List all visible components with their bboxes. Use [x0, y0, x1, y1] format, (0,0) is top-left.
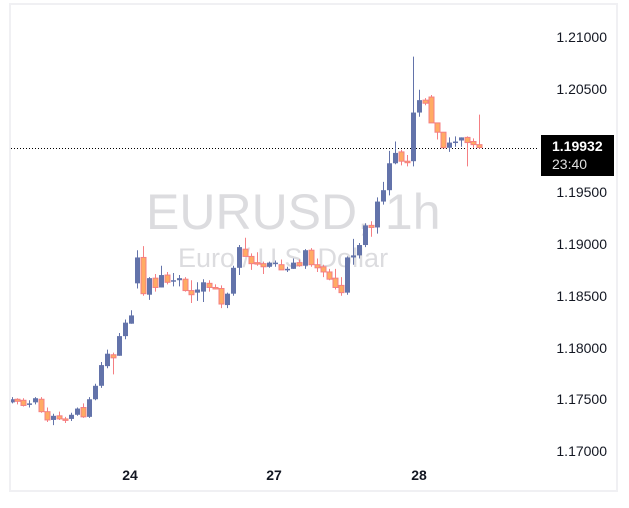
candle-up — [453, 136, 458, 147]
candle-up — [447, 137, 452, 152]
candle-down — [296, 259, 303, 267]
candle-down — [254, 252, 261, 266]
candle-down — [278, 259, 285, 271]
candle-up — [231, 265, 236, 296]
candle-up — [123, 319, 128, 340]
watermark-symbol: EURUSD, 1h — [146, 184, 441, 240]
candle-up — [267, 261, 272, 268]
candle-down — [182, 277, 189, 292]
candle-down — [338, 277, 345, 296]
last-price-label: 1.19932 23:40 — [541, 135, 614, 176]
candle-up — [201, 279, 206, 302]
price-tick-label: 1.21000 — [556, 29, 607, 45]
candle-down — [308, 248, 315, 267]
candle-down — [332, 268, 339, 290]
last-price-value: 1.19932 — [552, 138, 603, 154]
candle-up — [225, 292, 230, 309]
candle-up — [117, 333, 122, 356]
candle-down — [62, 416, 69, 424]
candle-up — [33, 397, 38, 405]
candle-up — [147, 277, 152, 300]
time-tick-label: 24 — [122, 467, 138, 483]
time-tick-label: 27 — [266, 467, 282, 483]
bar-countdown: 23:40 — [552, 156, 588, 172]
candle-down — [242, 237, 249, 257]
price-tick-label: 1.19000 — [556, 236, 607, 252]
candle-down — [440, 131, 447, 149]
candlestick-series — [11, 56, 538, 426]
candle-up — [177, 275, 182, 287]
candle-up — [285, 266, 290, 272]
candle-down — [188, 280, 195, 303]
candle-down — [320, 264, 327, 278]
candle-up — [291, 258, 296, 269]
candle-up — [105, 349, 110, 369]
candle-up — [159, 265, 164, 288]
candle-up — [363, 223, 368, 248]
candle-down — [434, 122, 441, 140]
candle-down — [260, 261, 267, 275]
price-tick-label: 1.18500 — [556, 287, 607, 304]
candle-up — [27, 400, 32, 408]
candle-up — [459, 137, 464, 147]
candle-up — [273, 260, 278, 267]
candle-down — [398, 149, 405, 166]
candle-down — [476, 114, 483, 149]
chart-frame — [9, 3, 618, 492]
chart-pane[interactable]: EURUSD, 1h Euro / U.S. Dollar — [11, 5, 538, 455]
candle-down — [110, 352, 117, 375]
candle-down — [164, 271, 171, 285]
candle-up — [87, 397, 92, 418]
candle-up — [51, 413, 56, 426]
price-tick-label: 1.17500 — [556, 391, 607, 408]
candle-up — [345, 256, 350, 295]
candle-down — [248, 253, 255, 270]
time-tick-label: 28 — [411, 467, 427, 483]
candle-down — [368, 221, 375, 237]
candle-down — [80, 403, 87, 418]
candle-up — [351, 238, 356, 265]
candle-down — [212, 284, 219, 290]
candle-down — [14, 398, 21, 405]
candle-up — [11, 397, 15, 404]
candle-down — [20, 398, 27, 407]
candle-down — [428, 94, 435, 124]
candle-up — [171, 272, 176, 287]
candle-up — [381, 181, 386, 205]
candle-down — [38, 397, 45, 413]
price-tick-label: 1.18000 — [556, 339, 607, 356]
candle-down — [404, 154, 411, 167]
candle-down — [422, 98, 429, 106]
candle-down — [206, 280, 213, 292]
candle-up — [417, 89, 422, 117]
candle-up — [375, 197, 380, 234]
candle-down — [152, 274, 159, 292]
candle-up — [75, 407, 80, 416]
candle-up — [393, 141, 398, 165]
candle-down — [470, 138, 477, 148]
candle-up — [237, 245, 242, 276]
candle-up — [195, 282, 200, 301]
candle-up — [135, 250, 140, 289]
time-axis[interactable]: 24 27 28 — [11, 455, 538, 490]
candle-down — [140, 246, 147, 296]
candle-down — [218, 285, 225, 309]
candle-up — [303, 249, 308, 269]
candle-up — [69, 412, 74, 421]
candle-down — [44, 407, 51, 423]
candle-down — [464, 136, 471, 167]
price-axis[interactable]: 1.210001.205001.200001.195001.190001.185… — [538, 5, 616, 459]
price-tick-label: 1.20500 — [556, 80, 607, 97]
candle-up — [99, 361, 104, 388]
candle-down — [56, 411, 63, 420]
candle-down — [326, 268, 333, 281]
price-tick-label: 1.17000 — [556, 443, 607, 459]
price-tick-label: 1.19500 — [556, 184, 607, 201]
candle-up — [129, 310, 134, 324]
candle-up — [357, 242, 362, 259]
candle-up — [93, 383, 98, 401]
candle-up — [387, 150, 392, 196]
candle-down — [314, 258, 321, 272]
candle-up — [411, 56, 416, 167]
